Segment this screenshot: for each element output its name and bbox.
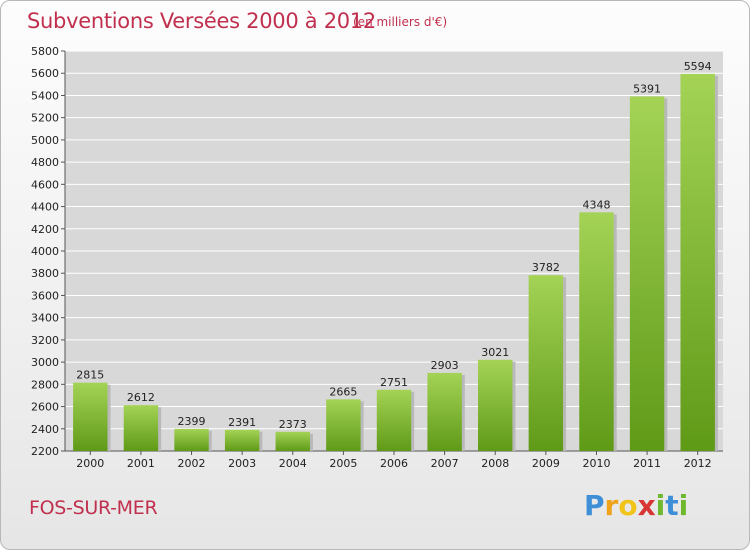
y-tick-label: 2600: [31, 401, 59, 414]
y-tick-label: 4600: [31, 178, 59, 191]
x-tick-label: 2005: [329, 457, 357, 470]
x-tick-label: 2000: [76, 457, 104, 470]
bar: [680, 73, 715, 451]
data-label: 2903: [431, 359, 459, 372]
y-tick-label: 2800: [31, 378, 59, 391]
data-label: 2399: [178, 415, 206, 428]
data-label: 2391: [228, 416, 256, 429]
logo-letter: i: [678, 489, 689, 522]
x-tick-label: 2003: [228, 457, 256, 470]
y-tick-label: 2200: [31, 445, 59, 458]
bar: [427, 372, 462, 451]
bar: [123, 405, 159, 451]
logo-letter: r: [604, 489, 619, 522]
x-tick-label: 2012: [684, 457, 712, 470]
y-tick-label: 4000: [31, 245, 59, 258]
x-tick-label: 2002: [178, 457, 206, 470]
y-tick-label: 5800: [31, 45, 59, 58]
logo-letter: P: [584, 489, 605, 522]
y-tick-label: 4800: [31, 156, 59, 169]
data-label: 2665: [329, 385, 357, 398]
x-tick-label: 2004: [279, 457, 307, 470]
logo-letter: x: [637, 489, 656, 522]
data-label: 3021: [481, 346, 509, 359]
bar: [478, 359, 513, 451]
data-label: 2815: [76, 369, 104, 382]
x-tick-label: 2007: [431, 457, 459, 470]
unit-note: (en milliers d'€): [353, 15, 448, 29]
y-tick-label: 3800: [31, 267, 59, 280]
y-tick-label: 3400: [31, 312, 59, 325]
y-tick-label: 3000: [31, 356, 59, 369]
y-tick-label: 5000: [31, 134, 59, 147]
data-label: 5391: [633, 82, 661, 95]
bar: [629, 96, 665, 451]
x-tick-label: 2001: [127, 457, 155, 470]
x-tick-label: 2009: [532, 457, 560, 470]
bar: [174, 428, 209, 451]
data-label: 3782: [532, 261, 560, 274]
y-tick-label: 2400: [31, 423, 59, 436]
data-label: 2373: [279, 418, 307, 431]
bar: [73, 382, 108, 451]
y-tick-label: 5400: [31, 89, 59, 102]
bar: [376, 389, 412, 451]
bar: [579, 212, 614, 451]
y-tick-label: 5200: [31, 112, 59, 125]
proxiti-logo: Proxiti: [584, 489, 688, 522]
logo-letter: o: [618, 489, 638, 522]
y-tick-label: 4400: [31, 201, 59, 214]
x-tick-label: 2008: [481, 457, 509, 470]
data-label: 4348: [582, 198, 610, 211]
bar: [224, 429, 260, 451]
y-tick-label: 3200: [31, 334, 59, 347]
x-tick-label: 2006: [380, 457, 408, 470]
data-label: 5594: [684, 60, 712, 73]
data-label: 2612: [127, 391, 155, 404]
bar: [275, 431, 310, 451]
y-tick-label: 5600: [31, 67, 59, 80]
data-label: 2751: [380, 376, 408, 389]
logo-letter: i: [655, 489, 666, 522]
logo-letter: t: [665, 489, 679, 522]
place-name: FOS-SUR-MER: [29, 497, 158, 519]
y-tick-label: 3600: [31, 289, 59, 302]
x-tick-label: 2010: [582, 457, 610, 470]
y-tick-label: 4200: [31, 223, 59, 236]
bar: [528, 275, 564, 451]
x-tick-label: 2011: [633, 457, 661, 470]
bar: [326, 399, 361, 451]
chart-title: Subventions Versées 2000 à 2012: [27, 9, 376, 33]
